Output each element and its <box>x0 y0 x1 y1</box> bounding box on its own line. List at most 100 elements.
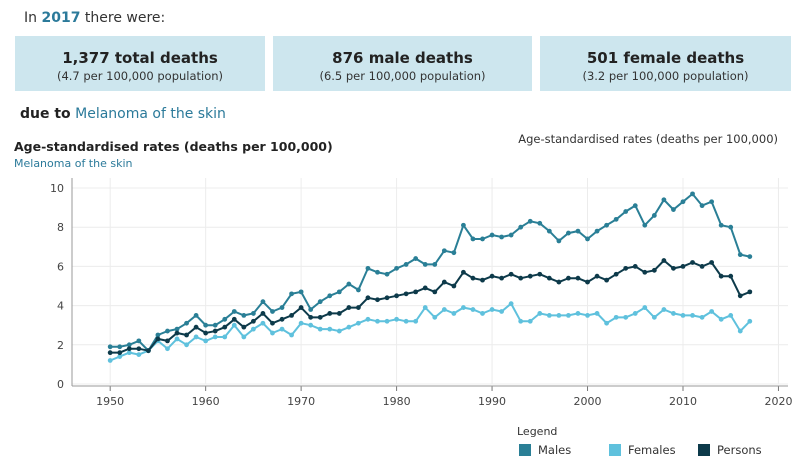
data-point-females[interactable] <box>231 322 237 328</box>
data-point-persons[interactable] <box>699 264 705 269</box>
data-point-persons[interactable] <box>499 275 504 281</box>
legend-item-males[interactable]: Males <box>519 443 571 457</box>
data-point-females[interactable] <box>365 316 371 322</box>
data-point-males[interactable] <box>613 216 619 222</box>
data-point-females[interactable] <box>480 311 485 316</box>
data-point-persons[interactable] <box>613 271 619 277</box>
data-point-females[interactable] <box>222 334 228 340</box>
data-point-males[interactable] <box>632 203 638 209</box>
data-point-males[interactable] <box>136 338 142 344</box>
data-point-males[interactable] <box>470 236 476 242</box>
data-point-males[interactable] <box>575 228 581 234</box>
data-point-persons[interactable] <box>289 313 294 318</box>
data-point-males[interactable] <box>327 293 333 299</box>
data-point-females[interactable] <box>508 301 514 307</box>
data-point-persons[interactable] <box>327 311 333 316</box>
data-point-females[interactable] <box>518 318 524 324</box>
data-point-males[interactable] <box>651 213 657 218</box>
data-point-persons[interactable] <box>690 260 695 265</box>
data-point-females[interactable] <box>136 352 142 357</box>
legend-item-persons[interactable]: Persons <box>698 443 762 457</box>
data-point-males[interactable] <box>709 199 715 205</box>
data-point-persons[interactable] <box>317 314 323 320</box>
data-point-males[interactable] <box>642 222 648 228</box>
data-point-persons[interactable] <box>184 332 189 338</box>
data-point-males[interactable] <box>461 222 466 228</box>
data-point-females[interactable] <box>556 313 562 318</box>
data-point-persons[interactable] <box>747 289 753 295</box>
data-point-males[interactable] <box>212 322 218 328</box>
data-point-females[interactable] <box>671 311 676 316</box>
data-point-males[interactable] <box>289 291 294 297</box>
data-point-persons[interactable] <box>165 338 170 344</box>
data-point-persons[interactable] <box>298 305 304 310</box>
data-point-persons[interactable] <box>136 346 142 352</box>
data-point-males[interactable] <box>403 262 409 267</box>
data-point-persons[interactable] <box>308 314 314 320</box>
data-point-persons[interactable] <box>489 273 495 279</box>
data-point-persons[interactable] <box>279 316 285 322</box>
data-point-persons[interactable] <box>537 271 543 277</box>
data-point-males[interactable] <box>480 236 485 242</box>
data-point-males[interactable] <box>346 281 352 287</box>
data-point-males[interactable] <box>680 199 686 205</box>
data-point-males[interactable] <box>737 252 743 258</box>
data-point-males[interactable] <box>518 224 524 230</box>
data-point-males[interactable] <box>394 265 399 271</box>
data-point-females[interactable] <box>241 334 247 340</box>
data-point-females[interactable] <box>432 314 438 320</box>
data-point-females[interactable] <box>126 350 132 356</box>
data-point-persons[interactable] <box>451 283 457 289</box>
data-point-males[interactable] <box>298 289 304 295</box>
data-point-females[interactable] <box>308 322 314 328</box>
data-point-females[interactable] <box>384 318 390 324</box>
data-point-females[interactable] <box>651 314 657 320</box>
data-point-females[interactable] <box>747 318 753 324</box>
data-point-persons[interactable] <box>117 350 123 356</box>
data-point-persons[interactable] <box>145 348 151 354</box>
data-point-persons[interactable] <box>508 271 514 277</box>
data-point-females[interactable] <box>737 328 743 334</box>
data-point-females[interactable] <box>699 314 705 320</box>
data-point-males[interactable] <box>451 250 457 256</box>
data-point-males[interactable] <box>508 232 514 238</box>
data-point-females[interactable] <box>174 336 180 342</box>
data-point-females[interactable] <box>718 316 724 322</box>
data-point-persons[interactable] <box>241 324 247 330</box>
data-point-persons[interactable] <box>365 295 371 301</box>
data-point-males[interactable] <box>537 220 543 226</box>
data-point-persons[interactable] <box>594 273 600 279</box>
data-point-females[interactable] <box>279 326 285 332</box>
data-point-females[interactable] <box>403 318 409 324</box>
data-point-females[interactable] <box>594 311 600 316</box>
data-point-persons[interactable] <box>203 330 209 336</box>
data-point-persons[interactable] <box>107 350 113 356</box>
data-point-persons[interactable] <box>632 264 638 269</box>
data-point-persons[interactable] <box>174 330 180 336</box>
data-point-males[interactable] <box>279 305 285 310</box>
data-point-females[interactable] <box>375 318 380 324</box>
data-point-females[interactable] <box>422 305 428 310</box>
data-point-females[interactable] <box>193 334 199 340</box>
data-point-females[interactable] <box>165 346 170 352</box>
data-point-females[interactable] <box>260 320 266 326</box>
data-point-persons[interactable] <box>575 275 581 281</box>
data-point-males[interactable] <box>241 313 247 318</box>
data-point-persons[interactable] <box>356 305 361 310</box>
data-point-females[interactable] <box>250 326 256 332</box>
data-point-persons[interactable] <box>403 291 409 297</box>
data-point-persons[interactable] <box>336 311 342 316</box>
data-point-persons[interactable] <box>546 275 552 281</box>
data-point-persons[interactable] <box>212 328 218 334</box>
data-point-females[interactable] <box>289 332 294 338</box>
data-point-females[interactable] <box>642 305 648 310</box>
data-point-males[interactable] <box>222 316 228 322</box>
data-point-persons[interactable] <box>728 273 734 279</box>
data-point-females[interactable] <box>623 314 629 320</box>
data-point-females[interactable] <box>680 313 686 318</box>
data-point-females[interactable] <box>709 309 715 314</box>
data-point-females[interactable] <box>690 313 695 318</box>
data-point-males[interactable] <box>260 299 266 305</box>
data-point-males[interactable] <box>184 320 189 326</box>
data-point-females[interactable] <box>298 320 304 326</box>
